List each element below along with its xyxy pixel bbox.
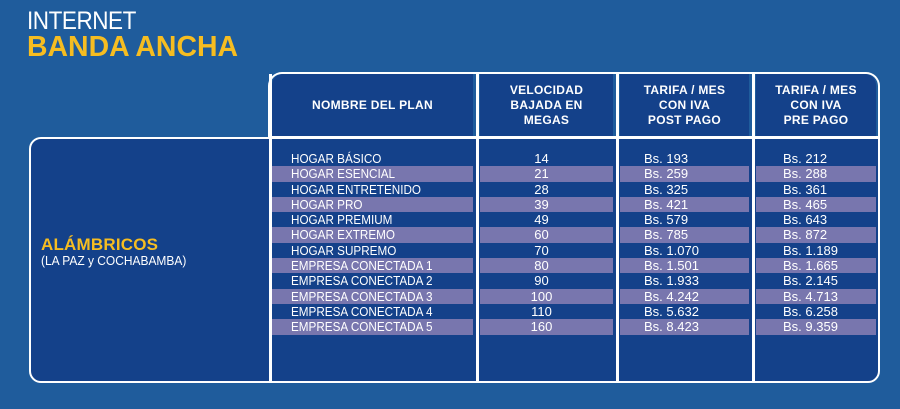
column-divider bbox=[269, 74, 272, 381]
column-post-pago: Bs. 193 Bs. 259 Bs. 325 Bs. 421 Bs. 579 … bbox=[620, 151, 749, 335]
table-row: HOGAR ESENCIAL bbox=[272, 166, 473, 182]
table-cell: 110 bbox=[531, 303, 552, 319]
title-internet: INTERNET bbox=[27, 7, 136, 35]
table-cell: Bs. 4.242 bbox=[620, 288, 749, 304]
table-cell: 90 bbox=[534, 273, 549, 289]
table-cell: Bs. 579 bbox=[644, 212, 689, 228]
table-cell: 100 bbox=[480, 288, 613, 304]
table-cell: Bs. 288 bbox=[756, 166, 876, 182]
page-title: INTERNET BANDA ANCHA bbox=[27, 7, 242, 63]
header-divider bbox=[268, 136, 880, 139]
table-row: HOGAR PRO bbox=[272, 196, 473, 213]
header-line: TARIFA / MES bbox=[643, 82, 726, 97]
table-row: HOGAR PREMIUM bbox=[291, 212, 393, 228]
title-banda-ancha: BANDA ANCHA bbox=[27, 31, 239, 63]
table-cell: Bs. 6.258 bbox=[783, 303, 838, 319]
column-plan: HOGAR BÁSICO HOGAR ESENCIAL HOGAR ENTRET… bbox=[272, 151, 473, 335]
table-cell: Bs. 1.501 bbox=[620, 258, 749, 274]
table-cell: 80 bbox=[480, 258, 613, 274]
table-cell: 49 bbox=[534, 212, 549, 228]
column-header-velocidad: VELOCIDAD BAJADA EN MEGAS bbox=[480, 74, 613, 136]
column-megas: 14 21 28 39 49 60 70 80 90 100 110 160 bbox=[480, 151, 613, 335]
header-line: VELOCIDAD bbox=[509, 82, 584, 97]
table-cell: Bs. 785 bbox=[620, 227, 749, 243]
header-line: PRE PAGO bbox=[783, 112, 849, 127]
table-row: HOGAR SUPREMO bbox=[291, 242, 397, 258]
column-divider bbox=[476, 74, 479, 381]
section-subtitle: (LA PAZ y COCHABAMBA) bbox=[41, 253, 187, 268]
table-cell: 70 bbox=[534, 242, 549, 258]
table-cell: 14 bbox=[534, 151, 549, 166]
header-line: MEGAS bbox=[523, 112, 570, 127]
table-cell: Bs. 643 bbox=[783, 212, 828, 228]
table-cell: Bs. 2.145 bbox=[783, 273, 838, 289]
table-row: EMPRESA CONECTADA 1 bbox=[272, 258, 473, 274]
column-header-post-pago: TARIFA / MES CON IVA POST PAGO bbox=[620, 74, 749, 136]
table-cell: Bs. 1.933 bbox=[644, 273, 699, 289]
header-line: TARIFA / MES bbox=[775, 82, 857, 97]
column-header-pre-pago: TARIFA / MES CON IVA PRE PAGO bbox=[756, 74, 876, 136]
table-cell: 39 bbox=[480, 196, 613, 213]
table-row: EMPRESA CONECTADA 3 bbox=[272, 288, 473, 304]
column-divider bbox=[752, 74, 755, 381]
header-line: BAJADA EN bbox=[510, 97, 583, 112]
section-title: ALÁMBRICOS bbox=[41, 235, 159, 254]
header-plan-label: NOMBRE DEL PLAN bbox=[312, 97, 433, 112]
table-cell: Bs. 8.423 bbox=[620, 319, 749, 335]
table-row: EMPRESA CONECTADA 4 bbox=[291, 303, 433, 319]
table-cell: Bs. 1.665 bbox=[756, 258, 876, 274]
table-cell: Bs. 259 bbox=[620, 166, 749, 182]
table-cell: Bs. 193 bbox=[644, 151, 689, 166]
table-cell: Bs. 1.070 bbox=[644, 242, 699, 258]
header-line: POST PAGO bbox=[647, 112, 722, 127]
header-line: CON IVA bbox=[658, 97, 711, 112]
table-cell: Bs. 212 bbox=[783, 151, 828, 166]
table-cell: 60 bbox=[480, 227, 613, 243]
table-row: EMPRESA CONECTADA 5 bbox=[272, 319, 473, 335]
table-cell: Bs. 9.359 bbox=[756, 319, 876, 335]
table-cell: 28 bbox=[534, 181, 549, 197]
table-cell: Bs. 421 bbox=[620, 196, 749, 213]
table-cell: 21 bbox=[480, 166, 613, 182]
table-cell: Bs. 465 bbox=[756, 196, 876, 213]
table-cell: Bs. 4.713 bbox=[756, 288, 876, 304]
table-cell: Bs. 872 bbox=[756, 227, 876, 243]
table-cell: Bs. 1.189 bbox=[783, 242, 838, 258]
table-row: HOGAR BÁSICO bbox=[291, 151, 382, 166]
table-cell: 160 bbox=[480, 319, 613, 335]
column-divider bbox=[616, 74, 619, 381]
table-cell: Bs. 5.632 bbox=[644, 303, 699, 319]
table-row: HOGAR ENTRETENIDO bbox=[291, 181, 422, 197]
table-cell: Bs. 361 bbox=[783, 181, 828, 197]
table-row: EMPRESA CONECTADA 2 bbox=[291, 273, 433, 289]
section-label: ALÁMBRICOS (LA PAZ y COCHABAMBA) bbox=[41, 236, 199, 269]
column-header-plan: NOMBRE DEL PLAN bbox=[272, 74, 473, 136]
table-cell: Bs. 325 bbox=[644, 181, 689, 197]
table-row: HOGAR EXTREMO bbox=[272, 227, 473, 243]
header-line: CON IVA bbox=[790, 97, 842, 112]
column-pre-pago: Bs. 212 Bs. 288 Bs. 361 Bs. 465 Bs. 643 … bbox=[756, 151, 876, 335]
